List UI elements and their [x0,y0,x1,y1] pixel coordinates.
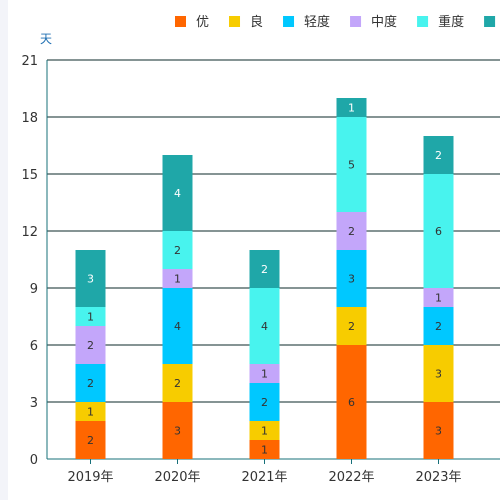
data-label: 1 [87,406,94,419]
bar-segment[interactable] [162,231,193,269]
y-tick-label: 9 [30,282,38,297]
legend-label[interactable]: 优 [196,15,209,30]
bar-segment[interactable] [75,402,106,421]
data-label: 2 [348,320,355,333]
data-label: 1 [87,311,94,324]
data-label: 2 [435,149,442,162]
bar-segment[interactable] [75,250,106,307]
y-tick-label: 0 [30,453,38,468]
data-label: 2 [87,339,94,352]
bar-segment[interactable] [336,250,367,307]
bar-segment[interactable] [75,364,106,402]
data-label: 2 [348,225,355,238]
data-label: 1 [174,273,181,286]
bar-segment[interactable] [336,307,367,345]
bar-segment[interactable] [162,155,193,231]
data-label: 6 [435,225,442,238]
bar-segment[interactable] [249,250,280,288]
y-tick-label: 3 [30,396,38,411]
bar-segment[interactable] [162,402,193,459]
data-label: 2 [174,377,181,390]
data-label: 3 [348,273,355,286]
data-label: 4 [174,320,181,333]
bar-segment[interactable] [249,383,280,421]
data-label: 2 [435,320,442,333]
bar-segment[interactable] [423,136,454,174]
bar-segment[interactable] [249,440,280,459]
data-label: 3 [87,273,94,286]
data-label: 4 [174,187,181,200]
data-label: 1 [348,102,355,115]
data-label: 4 [261,320,268,333]
y-axis-unit: 天 [40,32,52,46]
legend-label[interactable]: 轻度 [304,14,330,30]
x-tick-label: 2020年 [154,470,200,485]
legend-swatch[interactable] [283,16,295,27]
bar-segment[interactable] [336,117,367,212]
bars: 2 1 2 2 1 3 3 2 4 1 2 4 1 1 2 1 4 2 6 2 3 2 5 1 3 3 2 1 6 2 [75,98,454,459]
y-tick-label: 12 [21,225,38,240]
data-label: 3 [435,368,442,381]
legend[interactable]: 优良轻度中度重度严重 [175,14,500,30]
bar-segment[interactable] [75,421,106,459]
data-label: 2 [87,377,94,390]
left-edge-strip [0,0,8,500]
data-label: 2 [174,244,181,257]
data-label: 1 [261,425,268,438]
y-tick-label: 15 [21,168,38,183]
legend-swatch[interactable] [229,16,241,27]
legend-swatch[interactable] [350,16,362,27]
bar-segment[interactable] [423,174,454,288]
bar-segment[interactable] [336,212,367,250]
x-tick-label: 2022年 [328,470,374,485]
data-label: 6 [348,396,355,409]
legend-swatch[interactable] [484,16,496,27]
bar-segment[interactable] [423,307,454,345]
legend-label[interactable]: 重度 [438,14,464,30]
bar-segment[interactable] [423,402,454,459]
x-tick-label: 2019年 [67,470,113,485]
legend-swatch[interactable] [175,16,186,27]
data-label: 1 [435,292,442,305]
x-tick-label: 2021年 [241,470,287,485]
y-tick-label: 6 [30,339,38,354]
data-label: 1 [261,444,268,457]
data-label: 2 [261,263,268,276]
bar-segment[interactable] [249,421,280,440]
bar-segment[interactable] [423,288,454,307]
legend-swatch[interactable] [417,16,429,27]
y-tick-label: 21 [21,54,38,69]
y-tick-label: 18 [21,111,38,126]
bar-segment[interactable] [162,364,193,402]
bar-segment[interactable] [249,364,280,383]
legend-label[interactable]: 中度 [371,14,397,30]
bar-segment[interactable] [162,288,193,364]
bar-segment[interactable] [336,345,367,459]
bar-segment[interactable] [75,326,106,364]
legend-label[interactable]: 良 [250,14,263,30]
data-label: 3 [435,425,442,438]
data-label: 1 [261,368,268,381]
x-tick-label: 2023年 [415,470,461,485]
data-label: 2 [87,434,94,447]
data-label: 2 [261,396,268,409]
bar-segment[interactable] [249,288,280,364]
data-label: 3 [174,425,181,438]
bar-segment[interactable] [423,345,454,402]
bar-segment[interactable] [75,307,106,326]
data-label: 5 [348,159,355,172]
bar-segment[interactable] [162,269,193,288]
bar-segment[interactable] [336,98,367,117]
